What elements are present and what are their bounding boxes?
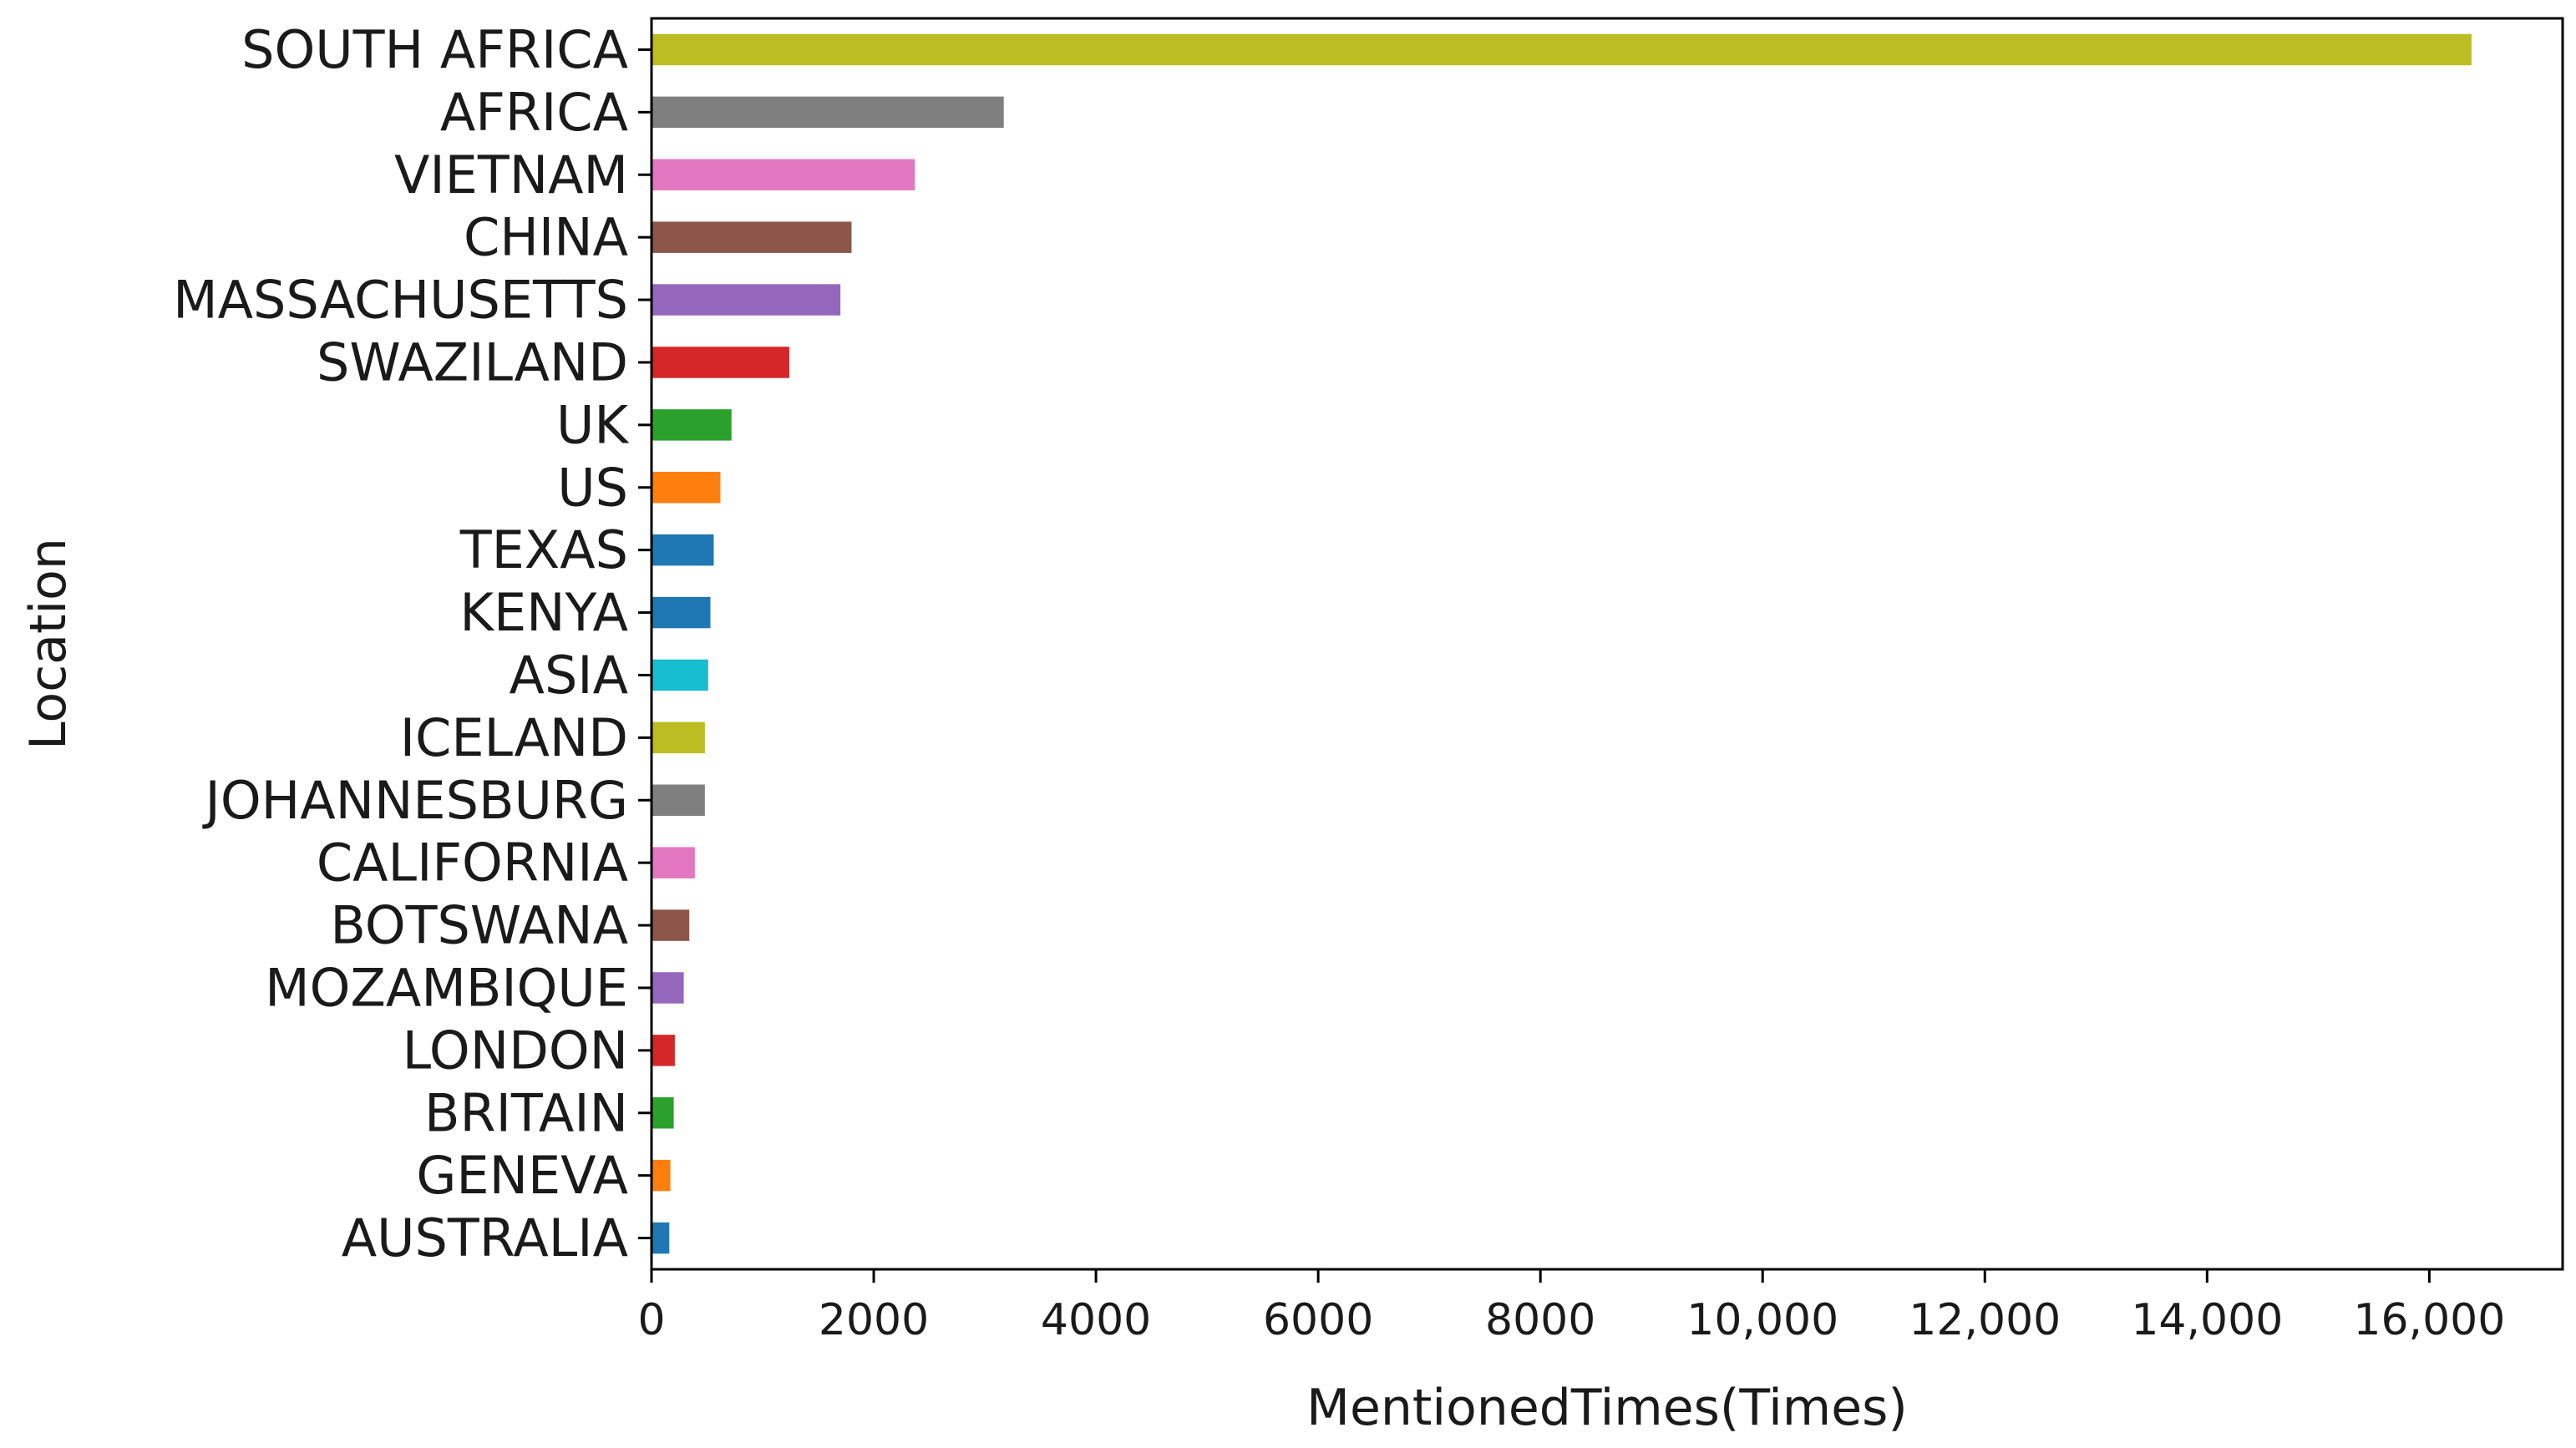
x-tick-label: 6000 (1263, 1295, 1373, 1345)
y-tick-label: CHINA (464, 207, 628, 268)
bar (652, 972, 684, 1004)
bar (652, 33, 2472, 66)
y-tick-label: BRITAIN (424, 1082, 628, 1143)
bar (652, 909, 690, 941)
bar (652, 1222, 670, 1254)
x-tick-label: 10,000 (1686, 1295, 1838, 1345)
bar (652, 847, 695, 878)
bar (652, 721, 705, 754)
y-tick-label: TEXAS (459, 519, 628, 580)
bars-layer (652, 33, 2472, 1254)
x-axis: 0 2000 4000 6000 8000 10,000 12,000 14,000 16,00… (637, 1269, 2505, 1345)
y-tick-label: LONDON (403, 1020, 628, 1081)
x-tick-label: 16,000 (2353, 1295, 2505, 1345)
y-tick-label: ASIA (510, 645, 628, 706)
y-tick-label: SOUTH AFRICA (241, 19, 628, 80)
y-tick-label: AFRICA (440, 82, 628, 143)
bar (652, 159, 915, 190)
x-tick-label: 12,000 (1909, 1295, 2061, 1345)
bar (652, 1035, 675, 1066)
y-tick-label: BOTSWANA (330, 895, 628, 956)
y-tick-label: US (557, 457, 628, 518)
bar (652, 784, 705, 816)
y-tick-label: ICELAND (400, 707, 628, 768)
y-axis-title: Location (19, 538, 78, 750)
bar (652, 221, 852, 253)
bar (652, 596, 711, 629)
x-tick-label: 2000 (819, 1295, 929, 1345)
bar (652, 96, 1004, 129)
bar (652, 534, 714, 566)
y-tick-label: MASSACHUSETTS (173, 270, 628, 331)
x-tick-label: 0 (637, 1295, 665, 1345)
x-axis-title: MentionedTimes(Times) (1306, 1379, 1908, 1437)
bar (652, 659, 708, 691)
bar (652, 409, 732, 441)
y-tick-label: GENEVA (416, 1145, 628, 1206)
bar (652, 472, 721, 504)
y-tick-label: KENYA (459, 582, 628, 643)
y-tick-label: CALIFORNIA (317, 833, 628, 894)
y-axis: SOUTH AFRICAAFRICAVIETNAMCHINAMASSACHUSE… (173, 19, 652, 1268)
bar (652, 284, 841, 316)
plot-frame (650, 17, 2564, 1271)
x-tick-label: 4000 (1041, 1295, 1151, 1345)
y-tick-label: UK (556, 394, 629, 455)
bar (652, 1097, 674, 1129)
y-tick-label: JOHANNESBURG (202, 770, 628, 831)
x-tick-label: 14,000 (2131, 1295, 2283, 1345)
y-tick-label: VIETNAM (394, 144, 628, 205)
bar (652, 1159, 671, 1192)
y-tick-label: AUSTRALIA (342, 1208, 628, 1268)
y-tick-label: MOZAMBIQUE (265, 957, 628, 1018)
y-tick-label: SWAZILAND (317, 332, 628, 392)
bar (652, 347, 789, 378)
x-tick-label: 8000 (1485, 1295, 1595, 1345)
